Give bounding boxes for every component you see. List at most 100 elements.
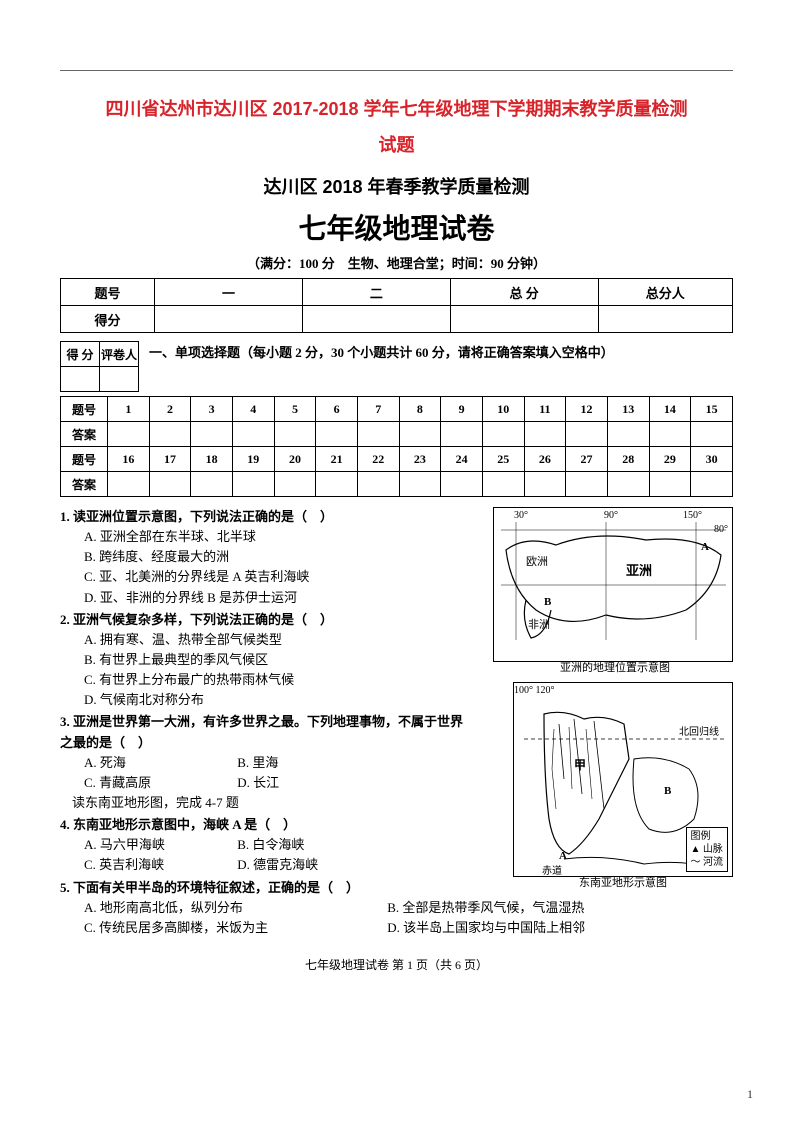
cell: 8	[399, 397, 441, 422]
row-label: 题号	[61, 397, 108, 422]
question-left-column: 1. 读亚洲位置示意图，下列说法正确的是（ ） A. 亚洲全部在东半球、北半球 …	[60, 507, 470, 876]
q3-note: 读东南亚地形图，完成 4-7 题	[60, 793, 470, 813]
marker-a: A	[701, 541, 709, 553]
q2-opt-d: D. 气候南北对称分布	[60, 690, 470, 710]
cell	[524, 422, 566, 447]
cell: 9	[441, 397, 483, 422]
exam-header: 达川区 2018 年春季教学质量检测	[60, 173, 733, 199]
cell	[482, 472, 524, 497]
cell	[607, 422, 649, 447]
cell: 28	[607, 447, 649, 472]
cell	[399, 422, 441, 447]
legend-item: ～ 河流	[691, 856, 724, 869]
marker-b2: B	[664, 785, 672, 797]
table-row: 题号 161718192021222324252627282930	[61, 447, 733, 472]
cell: 18	[191, 447, 233, 472]
q5-row2: C. 传统民居多高脚楼，米饭为主 D. 该半岛上国家均与中国陆上相邻	[60, 918, 733, 938]
cell: 11	[524, 397, 566, 422]
cell	[482, 422, 524, 447]
cell	[108, 422, 150, 447]
question-2: 2. 亚洲气候复杂多样，下列说法正确的是（ ） A. 拥有寒、温、热带全部气候类…	[60, 610, 470, 711]
asia-location-map: 30° 90° 150° 80° 欧洲 亚洲 非洲 A B 亚洲的地理位置示意图	[493, 507, 733, 662]
exam-meta: （满分：100 分 生物、地理合堂；时间：90 分钟）	[60, 253, 733, 272]
cell: 20	[274, 447, 316, 472]
cell	[149, 472, 191, 497]
row-label: 答案	[61, 472, 108, 497]
q4-opt-d: D. 德雷克海峡	[237, 855, 387, 875]
label-africa: 非洲	[528, 618, 550, 631]
cell	[302, 306, 450, 333]
q1-stem: 1. 读亚洲位置示意图，下列说法正确的是（ ）	[60, 507, 470, 527]
page-footer: 七年级地理试卷 第 1 页（共 6 页）	[60, 956, 733, 975]
page-number: 1	[747, 1087, 753, 1102]
map1-caption: 亚洲的地理位置示意图	[496, 660, 734, 677]
overall-score-table: 题号 一 二 总 分 总分人 得分	[60, 278, 733, 333]
q3-opt-d: D. 长江	[237, 773, 387, 793]
cell	[191, 422, 233, 447]
q4-row1: A. 马六甲海峡 B. 白令海峡	[60, 835, 470, 855]
table-row: 题号 123456789101112131415	[61, 397, 733, 422]
cell	[524, 472, 566, 497]
coord-label: 120°	[536, 685, 555, 696]
map2-legend: 图例 ▲ 山脉 ～ 河流	[686, 827, 729, 872]
cell	[357, 422, 399, 447]
cell	[316, 422, 358, 447]
q1-opt-a: A. 亚洲全部在东半球、北半球	[60, 527, 470, 547]
section-instruction: 一、单项选择题（每小题 2 分，30 个小题共计 60 分，请将正确答案填入空格…	[139, 341, 733, 392]
exam-title: 七年级地理试卷	[60, 207, 733, 247]
cell	[450, 306, 598, 333]
cell: 30	[691, 447, 733, 472]
cell	[566, 472, 608, 497]
row-label: 答案	[61, 422, 108, 447]
cell	[100, 367, 139, 392]
questions-area: 30° 90° 150° 80° 欧洲 亚洲 非洲 A B 亚洲的地理位置示意图	[60, 507, 733, 975]
section-score-box: 得 分评卷人	[60, 341, 139, 392]
answer-grid: 题号 123456789101112131415 答案 题号 161718192…	[60, 396, 733, 497]
cell	[691, 422, 733, 447]
q4-opt-a: A. 马六甲海峡	[84, 835, 234, 855]
cell: 6	[316, 397, 358, 422]
table-row: 答案	[61, 422, 733, 447]
q4-row2: C. 英吉利海峡 D. 德雷克海峡	[60, 855, 470, 875]
q4-opt-b: B. 白令海峡	[237, 835, 387, 855]
q2-opt-a: A. 拥有寒、温、热带全部气候类型	[60, 630, 470, 650]
cell: 19	[232, 447, 274, 472]
q5-opt-d: D. 该半岛上国家均与中国陆上相邻	[387, 918, 585, 938]
coord-label: 150°	[683, 508, 702, 524]
cell	[191, 472, 233, 497]
cell: 题号	[61, 279, 155, 306]
tropic-label: 北回归线	[679, 725, 719, 738]
document-title-line2: 试题	[60, 127, 733, 163]
q3-opt-c: C. 青藏高原	[84, 773, 234, 793]
cell	[357, 472, 399, 497]
row-label: 题号	[61, 447, 108, 472]
cell: 1	[108, 397, 150, 422]
q3-opt-a: A. 死海	[84, 753, 234, 773]
cell	[566, 422, 608, 447]
cell	[691, 472, 733, 497]
cell: 评卷人	[100, 342, 139, 367]
q2-opt-c: C. 有世界上分布最广的热带雨林气候	[60, 670, 470, 690]
cell: 10	[482, 397, 524, 422]
q3-opt-b: B. 里海	[237, 753, 387, 773]
table-row: 得分	[61, 306, 733, 333]
cell: 3	[191, 397, 233, 422]
question-1: 1. 读亚洲位置示意图，下列说法正确的是（ ） A. 亚洲全部在东半球、北半球 …	[60, 507, 470, 608]
cell	[607, 472, 649, 497]
exam-page: 四川省达州市达川区 2017-2018 学年七年级地理下学期期末教学质量检测 试…	[0, 0, 793, 1122]
coord-label: 100°	[514, 685, 533, 696]
section-header-row: 得 分评卷人 一、单项选择题（每小题 2 分，30 个小题共计 60 分，请将正…	[60, 341, 733, 392]
cell	[441, 422, 483, 447]
table-row: 答案	[61, 472, 733, 497]
q2-stem: 2. 亚洲气候复杂多样，下列说法正确的是（ ）	[60, 610, 470, 630]
cell	[232, 422, 274, 447]
question-3: 3. 亚洲是世界第一大洲，有许多世界之最。下列地理事物，不属于世界之最的是（ ）…	[60, 712, 470, 813]
cell: 17	[149, 447, 191, 472]
cell	[61, 367, 100, 392]
cell	[399, 472, 441, 497]
cell	[108, 472, 150, 497]
cell: 5	[274, 397, 316, 422]
map2-caption: 东南亚地形示意图	[514, 875, 732, 892]
cell: 二	[302, 279, 450, 306]
cell: 24	[441, 447, 483, 472]
